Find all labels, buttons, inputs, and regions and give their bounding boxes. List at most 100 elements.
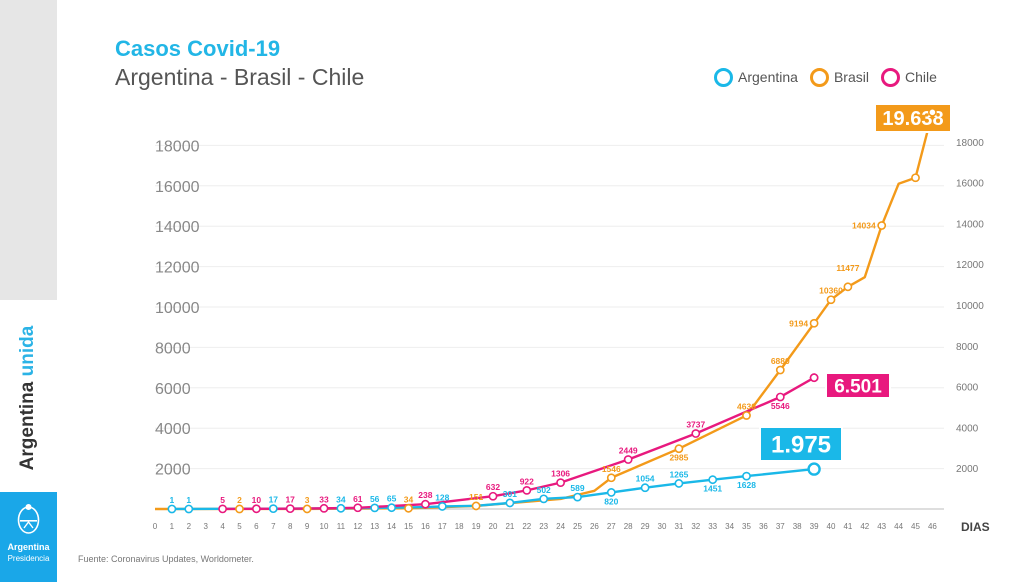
y-tick-label-right: 10000 — [956, 301, 984, 312]
x-tick-label: 20 — [489, 522, 498, 531]
data-point — [387, 503, 396, 513]
x-tick-label: 16 — [421, 522, 430, 531]
final-data-point — [928, 107, 937, 117]
data-point — [691, 429, 701, 438]
data-label: 922 — [520, 476, 534, 486]
data-point — [742, 411, 751, 420]
x-tick-label: 42 — [860, 522, 869, 531]
data-label: 1306 — [551, 469, 570, 479]
x-tick-label: 14 — [387, 522, 396, 531]
source-note: Fuente: Coronavirus Updates, Worldometer… — [78, 554, 254, 564]
x-tick-label: 23 — [539, 522, 548, 531]
data-label: 5546 — [771, 401, 790, 411]
final-value-label: 1.975 — [771, 432, 831, 459]
legend-item-brasil: Brasil — [809, 67, 869, 87]
data-label: 632 — [486, 482, 500, 492]
x-axis-title: DIAS — [961, 520, 990, 534]
chart-title: Casos Covid-19 — [115, 36, 281, 61]
presidencia-logo: Argentina Presidencia — [0, 492, 57, 582]
data-label: 17 — [285, 495, 295, 505]
data-point — [505, 498, 515, 508]
x-tick-label: 41 — [843, 522, 852, 531]
y-tick-label-right: 18000 — [956, 138, 984, 149]
data-label: 589 — [570, 483, 584, 493]
data-label: 3737 — [686, 420, 705, 430]
logo-subname: Presidencia — [7, 554, 50, 563]
x-tick-label: 38 — [793, 522, 802, 531]
series-line — [222, 376, 815, 511]
data-point — [606, 473, 616, 483]
sidebar-panel — [0, 0, 57, 300]
x-tick-label: 4 — [220, 522, 225, 531]
final-value-box — [874, 103, 952, 133]
data-point — [539, 494, 549, 504]
x-tick-label: 0 — [153, 522, 158, 531]
x-tick-label: 1 — [170, 522, 175, 531]
data-label: 17 — [269, 495, 279, 505]
data-label: 1 — [170, 495, 175, 505]
y-tick-label-right: 4000 — [956, 423, 979, 434]
final-data-point — [809, 373, 819, 383]
y-tick-label-left: 6000 — [155, 381, 191, 398]
legend-label: Argentina — [738, 69, 798, 85]
data-label: 128 — [435, 492, 449, 502]
x-tick-label: 19 — [472, 522, 481, 531]
final-value-box — [759, 426, 843, 462]
data-label: 151 — [469, 492, 483, 502]
x-tick-label: 45 — [911, 522, 920, 531]
x-tick-label: 22 — [522, 522, 531, 531]
x-tick-label: 40 — [827, 522, 836, 531]
y-tick-label-right: 14000 — [956, 219, 984, 230]
data-point — [471, 501, 481, 511]
data-point — [573, 492, 582, 502]
legend-marker-icon — [880, 67, 900, 87]
data-label: 65 — [387, 494, 397, 504]
data-label: 502 — [537, 485, 551, 495]
final-data-point — [807, 462, 821, 476]
x-tick-label: 8 — [288, 522, 293, 531]
final-value-label: 6.501 — [834, 376, 882, 397]
data-point — [167, 504, 177, 514]
data-point — [353, 503, 363, 513]
data-label: 1265 — [669, 469, 688, 479]
logo-name: Argentina — [7, 542, 50, 552]
data-point — [556, 478, 565, 488]
data-label: 238 — [418, 490, 432, 500]
x-tick-label: 29 — [641, 522, 650, 531]
data-point — [623, 455, 633, 464]
y-tick-label-left: 4000 — [155, 421, 191, 438]
data-point — [268, 504, 278, 514]
data-label: 14034 — [852, 221, 876, 231]
y-tick-label-right: 8000 — [956, 342, 979, 353]
data-point — [218, 504, 227, 514]
data-label: 56 — [370, 494, 380, 504]
data-label: 11477 — [836, 263, 859, 273]
data-point — [775, 365, 785, 375]
data-point — [742, 471, 751, 481]
x-tick-label: 24 — [556, 522, 565, 531]
x-tick-label: 35 — [742, 522, 751, 531]
x-tick-label: 11 — [337, 522, 346, 531]
y-tick-label-left: 14000 — [155, 219, 200, 236]
x-tick-label: 34 — [725, 522, 734, 531]
chart-subtitle: Argentina - Brasil - Chile — [115, 64, 365, 90]
x-tick-label: 25 — [573, 522, 582, 531]
data-label: 10 — [252, 495, 262, 505]
data-label: 6880 — [771, 356, 790, 366]
data-label: 5 — [220, 495, 225, 505]
y-tick-label-right: 2000 — [956, 464, 979, 475]
legend-item-chile: Chile — [880, 67, 937, 87]
data-label: 10360 — [819, 286, 843, 296]
data-point — [285, 504, 295, 514]
data-label: 1546 — [602, 464, 621, 474]
data-label: 3 — [305, 495, 310, 505]
data-point — [370, 503, 380, 513]
y-tick-label-left: 2000 — [155, 462, 191, 479]
data-point — [420, 499, 430, 509]
legend-marker-icon — [714, 67, 733, 87]
data-label: 1451 — [703, 484, 722, 494]
x-tick-label: 28 — [624, 522, 633, 531]
data-point — [877, 221, 887, 230]
y-tick-label-right: 12000 — [956, 260, 984, 271]
